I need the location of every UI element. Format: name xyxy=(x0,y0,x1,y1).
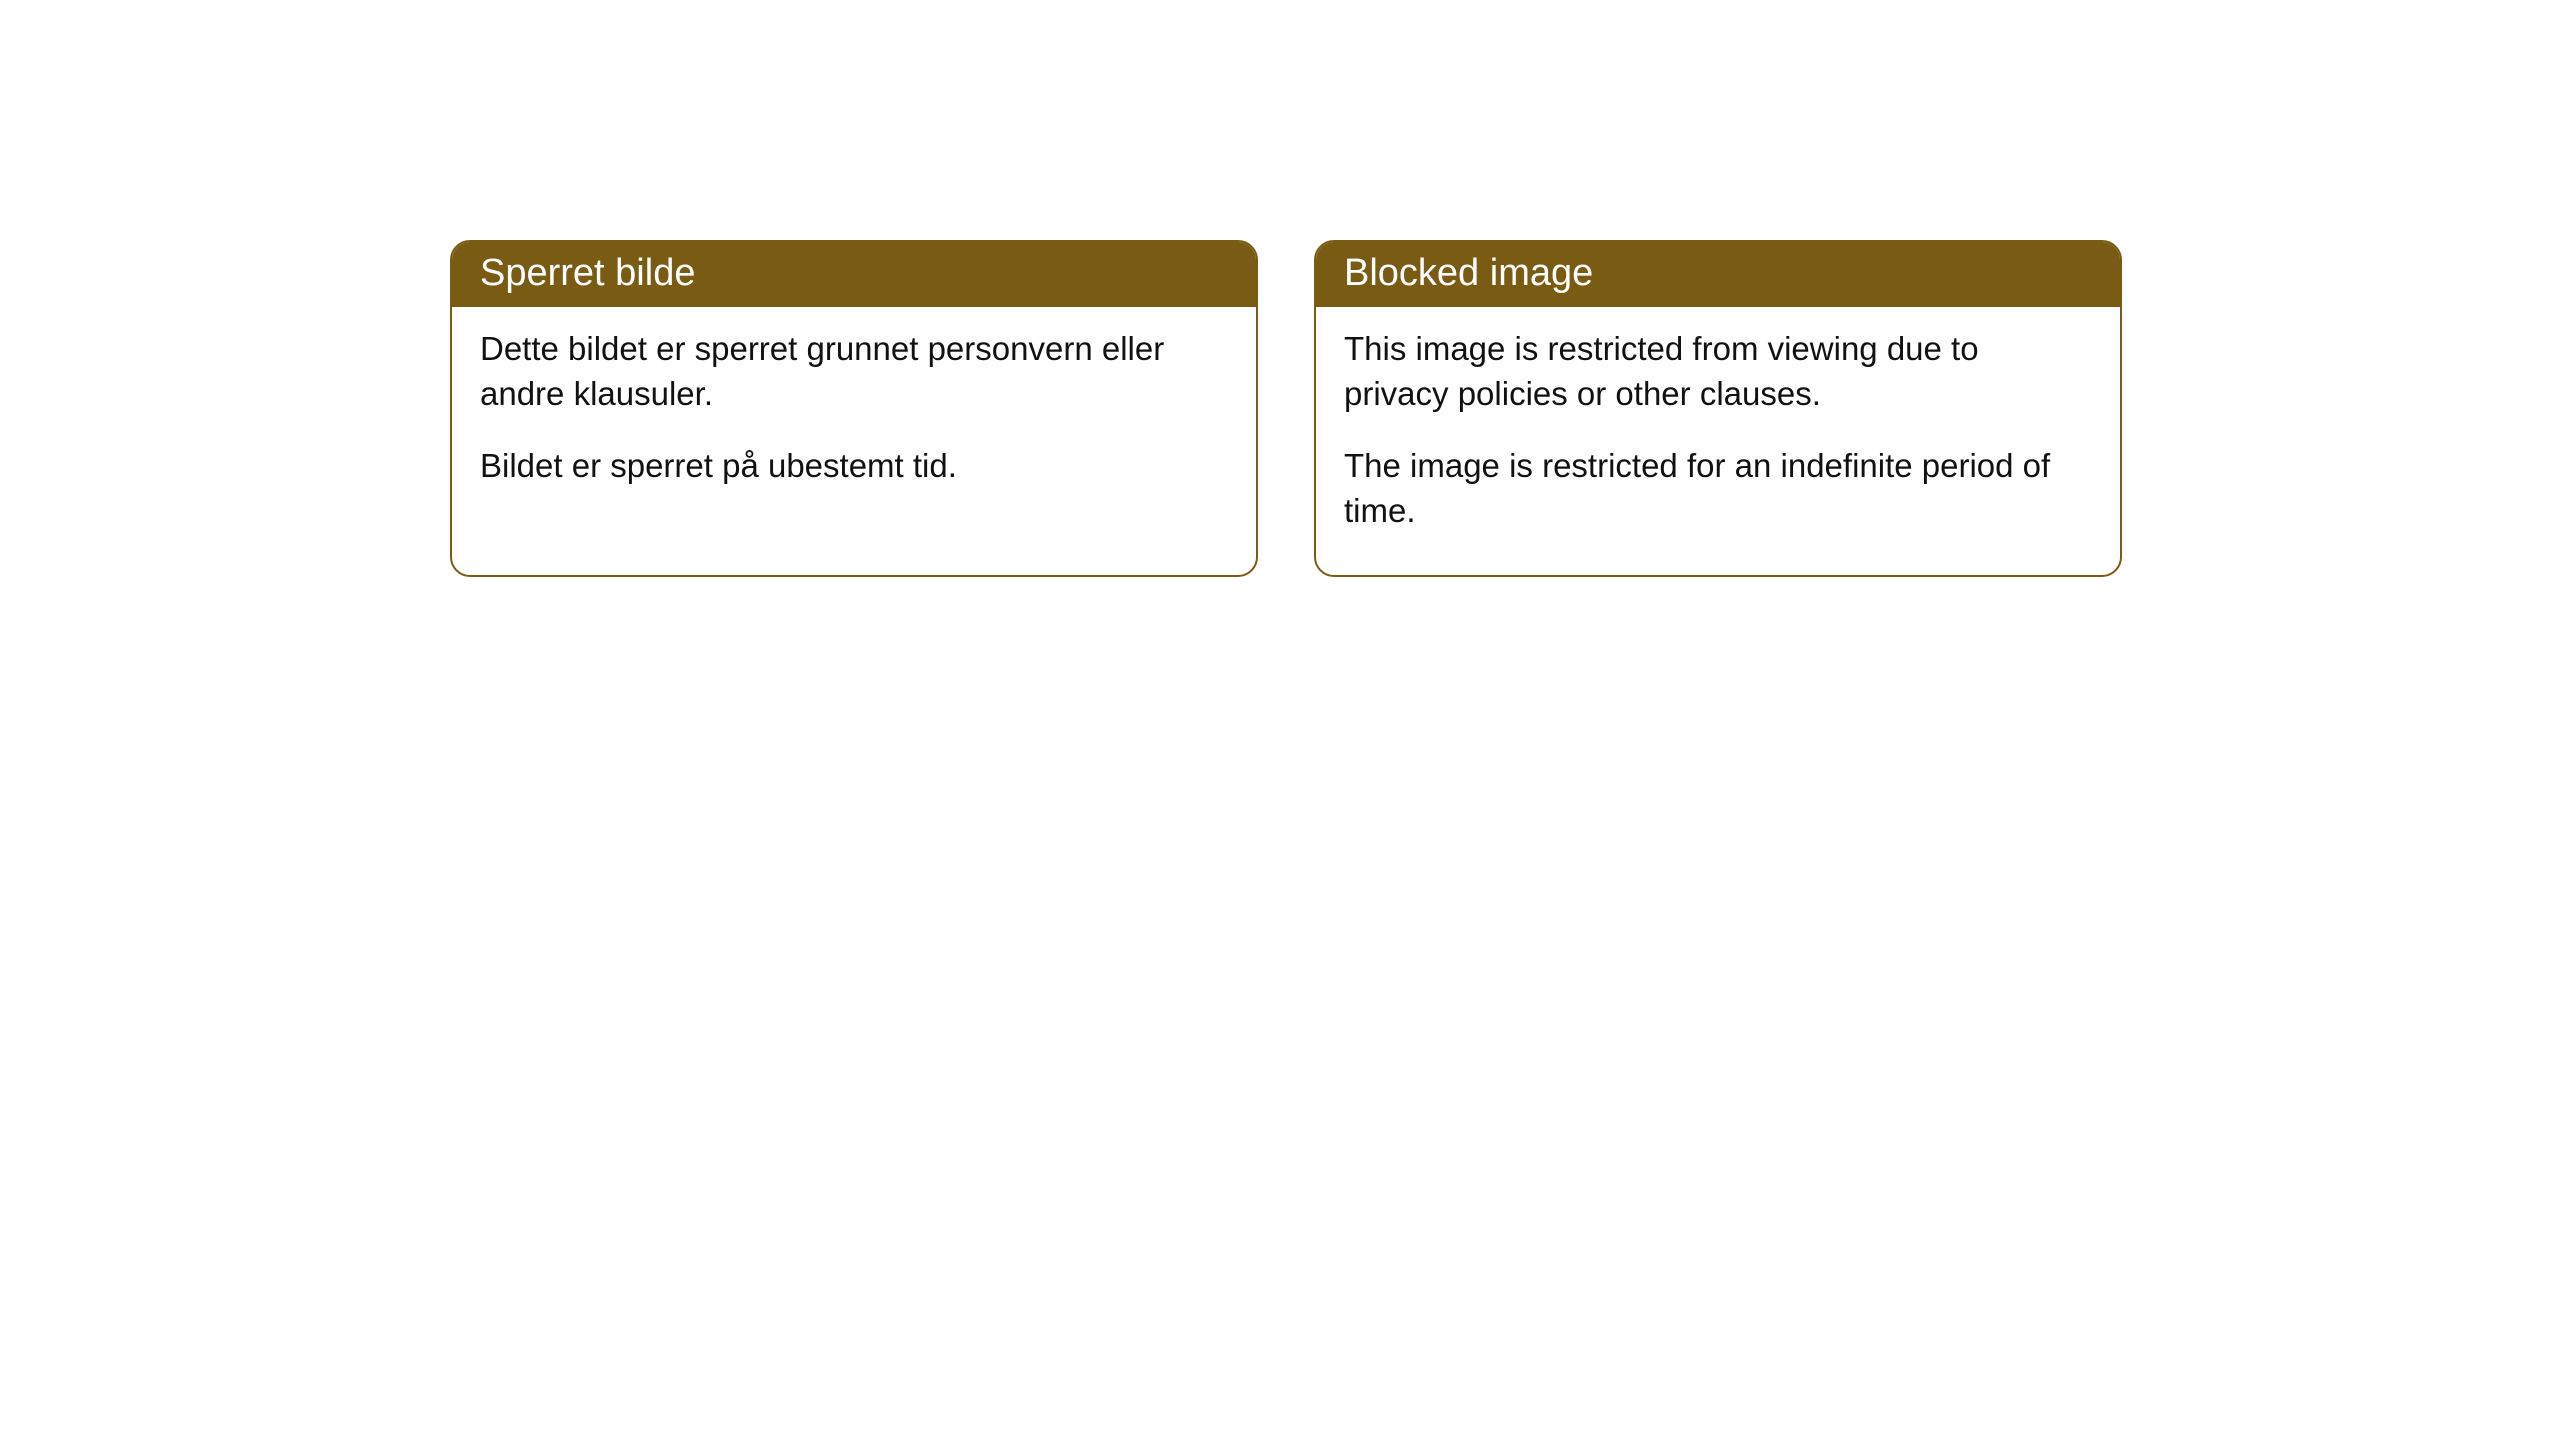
card-norwegian: Sperret bilde Dette bildet er sperret gr… xyxy=(450,240,1258,577)
card-english: Blocked image This image is restricted f… xyxy=(1314,240,2122,577)
card-para1-english: This image is restricted from viewing du… xyxy=(1344,327,2092,416)
card-para1-norwegian: Dette bildet er sperret grunnet personve… xyxy=(480,327,1228,416)
card-para2-english: The image is restricted for an indefinit… xyxy=(1344,444,2092,533)
card-header-norwegian: Sperret bilde xyxy=(452,242,1256,307)
card-para2-norwegian: Bildet er sperret på ubestemt tid. xyxy=(480,444,1228,489)
card-body-english: This image is restricted from viewing du… xyxy=(1316,307,2120,575)
card-header-english: Blocked image xyxy=(1316,242,2120,307)
cards-container: Sperret bilde Dette bildet er sperret gr… xyxy=(450,240,2122,577)
card-body-norwegian: Dette bildet er sperret grunnet personve… xyxy=(452,307,1256,531)
